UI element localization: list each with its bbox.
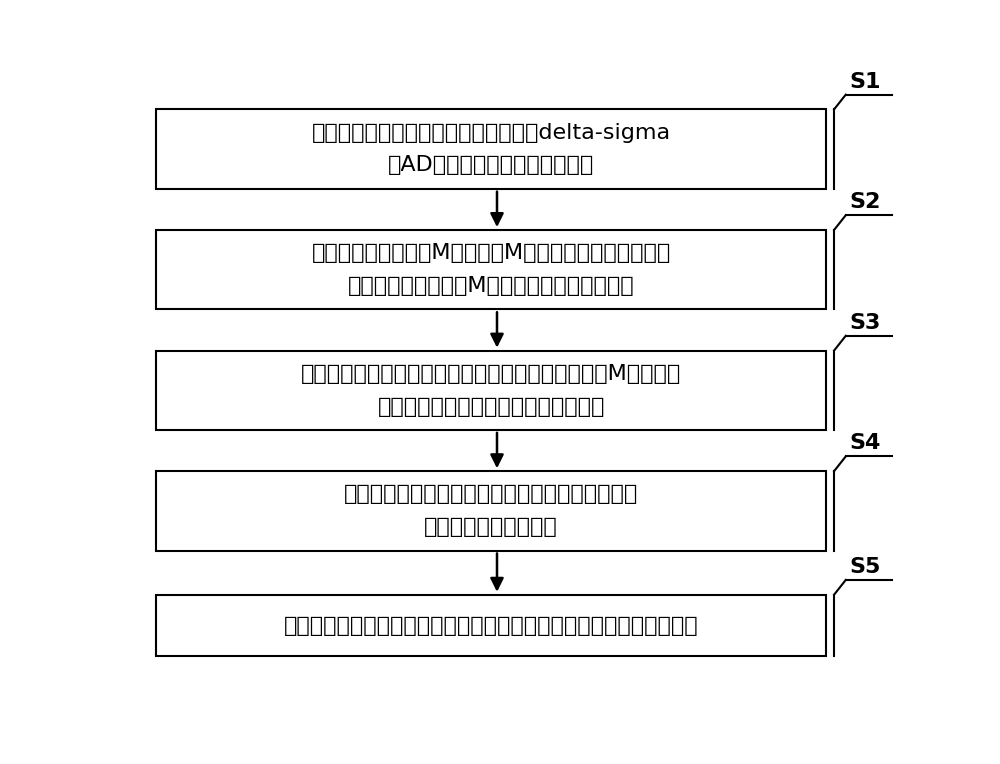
Text: 当数据流的位数达到M位时，对M位数据流进行滤波解码，
得到一有效数据点，M为解码所需数据流的位数: 当数据流的位数达到M位时，对M位数据流进行滤波解码， 得到一有效数据点，M为解码… [312, 243, 671, 296]
FancyBboxPatch shape [156, 230, 826, 309]
Text: S2: S2 [850, 193, 881, 212]
Text: 对待调节电路目标采样点处的信号进行delta-sigma
型AD采样，得到单比特的数据流: 对待调节电路目标采样点处的信号进行delta-sigma 型AD采样，得到单比特… [312, 123, 671, 176]
Text: S5: S5 [850, 557, 881, 577]
FancyBboxPatch shape [156, 594, 826, 656]
Text: S4: S4 [850, 433, 881, 454]
FancyBboxPatch shape [156, 471, 826, 551]
FancyBboxPatch shape [156, 109, 826, 189]
Text: 对各有效数据点进行积分，并对积分后的结果进行
量化以转化为控制信号: 对各有效数据点进行积分，并对积分后的结果进行 量化以转化为控制信号 [344, 484, 638, 537]
Text: S1: S1 [850, 72, 881, 92]
FancyBboxPatch shape [156, 351, 826, 430]
Text: S3: S3 [850, 313, 881, 333]
Text: 根据控制信号控制待调节电路，使得目标采样点处的信号等于预期信号: 根据控制信号控制待调节电路，使得目标采样点处的信号等于预期信号 [284, 616, 698, 636]
Text: 数据流的个数每新增加一个，对当前最新采样得到的M位数据流
进行滤波解码，得到相应的有效数据点: 数据流的个数每新增加一个，对当前最新采样得到的M位数据流 进行滤波解码，得到相应… [301, 364, 681, 416]
